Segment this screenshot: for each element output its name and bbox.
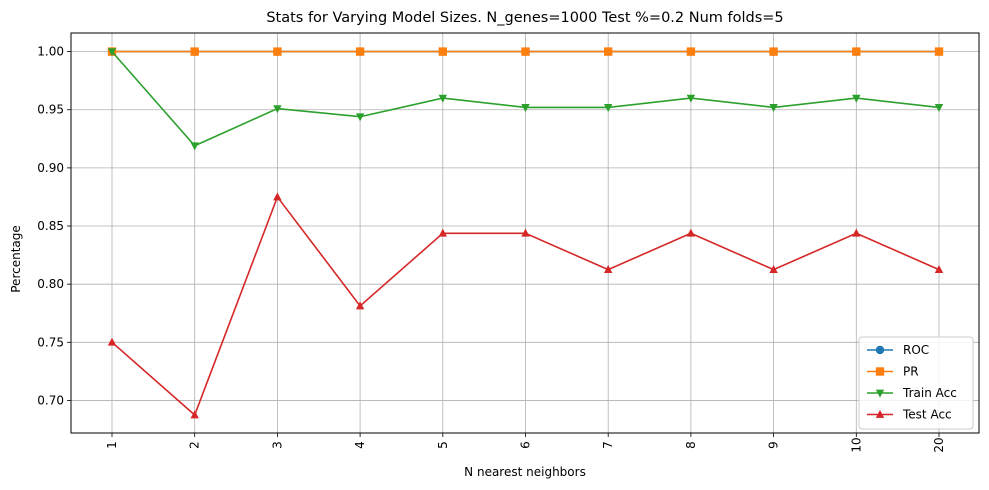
data-point-test-acc [604, 265, 613, 273]
y-axis: 0.70 0.75 0.80 0.85 0.90 0.95 1.00 [37, 45, 71, 407]
series-pr [107, 47, 944, 56]
y-tick-label: 1.00 [37, 45, 64, 59]
y-axis-title: Percentage [9, 225, 23, 293]
chart-title: Stats for Varying Model Sizes. N_genes=1… [266, 10, 783, 26]
data-point-pr [190, 47, 199, 56]
y-tick-label: 0.90 [37, 161, 64, 175]
x-tick-label: 1 [105, 441, 119, 449]
legend-label-pr: PR [903, 365, 919, 379]
data-point-test-acc [521, 228, 530, 237]
y-tick-label: 0.95 [37, 103, 64, 117]
data-point-train-acc [107, 48, 117, 57]
x-tick-label: 6 [519, 441, 533, 449]
legend-label-test-acc: Test Acc [902, 408, 952, 422]
data-point-train-acc [769, 104, 778, 113]
data-point-pr [438, 47, 447, 56]
x-axis: 1 2 3 4 5 6 7 8 9 10 20 [105, 433, 946, 453]
legend-box [858, 336, 974, 430]
data-point-pr [521, 47, 530, 56]
data-point-train-acc [934, 104, 944, 113]
data-point-pr [934, 47, 944, 56]
y-tick-label: 0.75 [37, 335, 64, 349]
data-point-train-acc [604, 104, 613, 113]
data-point-test-acc [355, 301, 365, 310]
legend-label-train-acc: Train Acc [902, 386, 957, 400]
data-point-test-acc [107, 337, 117, 346]
data-point-pr [355, 47, 365, 56]
legend-marker-roc [875, 345, 885, 355]
x-tick-label: 3 [270, 441, 284, 449]
plot-frame [70, 32, 980, 434]
x-tick-label: 20 [932, 437, 946, 452]
data-point-train-acc [273, 105, 282, 114]
x-tick-label: 9 [767, 441, 781, 449]
series-train-acc [107, 48, 944, 151]
x-tick-label: 5 [436, 441, 450, 449]
data-point-test-acc [273, 192, 282, 201]
data-point-test-acc [438, 228, 447, 237]
y-tick-label: 0.80 [37, 277, 64, 291]
data-point-pr [686, 47, 696, 56]
data-point-test-acc [190, 410, 199, 419]
data-point-test-acc [934, 265, 944, 273]
series-test-acc [107, 192, 944, 419]
data-point-test-acc [852, 228, 861, 237]
legend-marker-test-acc [875, 409, 885, 418]
data-point-train-acc [852, 94, 861, 103]
x-tick-label: 4 [353, 441, 367, 449]
data-point-train-acc [686, 94, 696, 103]
x-tick-label: 10 [849, 437, 863, 452]
data-point-pr [604, 47, 613, 56]
x-tick-label: 2 [188, 441, 202, 449]
data-point-train-acc [521, 104, 530, 113]
data-point-train-acc [190, 142, 199, 151]
series-layer [107, 47, 944, 419]
x-tick-label: 7 [601, 441, 615, 449]
data-point-train-acc [438, 94, 447, 103]
x-tick-label: 8 [684, 441, 698, 449]
data-point-pr [852, 47, 861, 56]
legend-marker-pr [875, 367, 885, 376]
y-tick-label: 0.70 [37, 393, 64, 407]
data-point-pr [273, 47, 282, 56]
legend: ROC PR Train Acc Test Acc [858, 336, 974, 430]
x-axis-title: N nearest neighbors [464, 465, 586, 479]
y-tick-label: 0.85 [37, 219, 64, 233]
data-point-pr [769, 47, 778, 56]
data-point-test-acc [686, 228, 696, 237]
data-point-train-acc [355, 113, 365, 122]
legend-marker-train-acc [875, 389, 885, 398]
legend-label-roc: ROC [903, 343, 929, 357]
data-point-test-acc [769, 265, 778, 273]
